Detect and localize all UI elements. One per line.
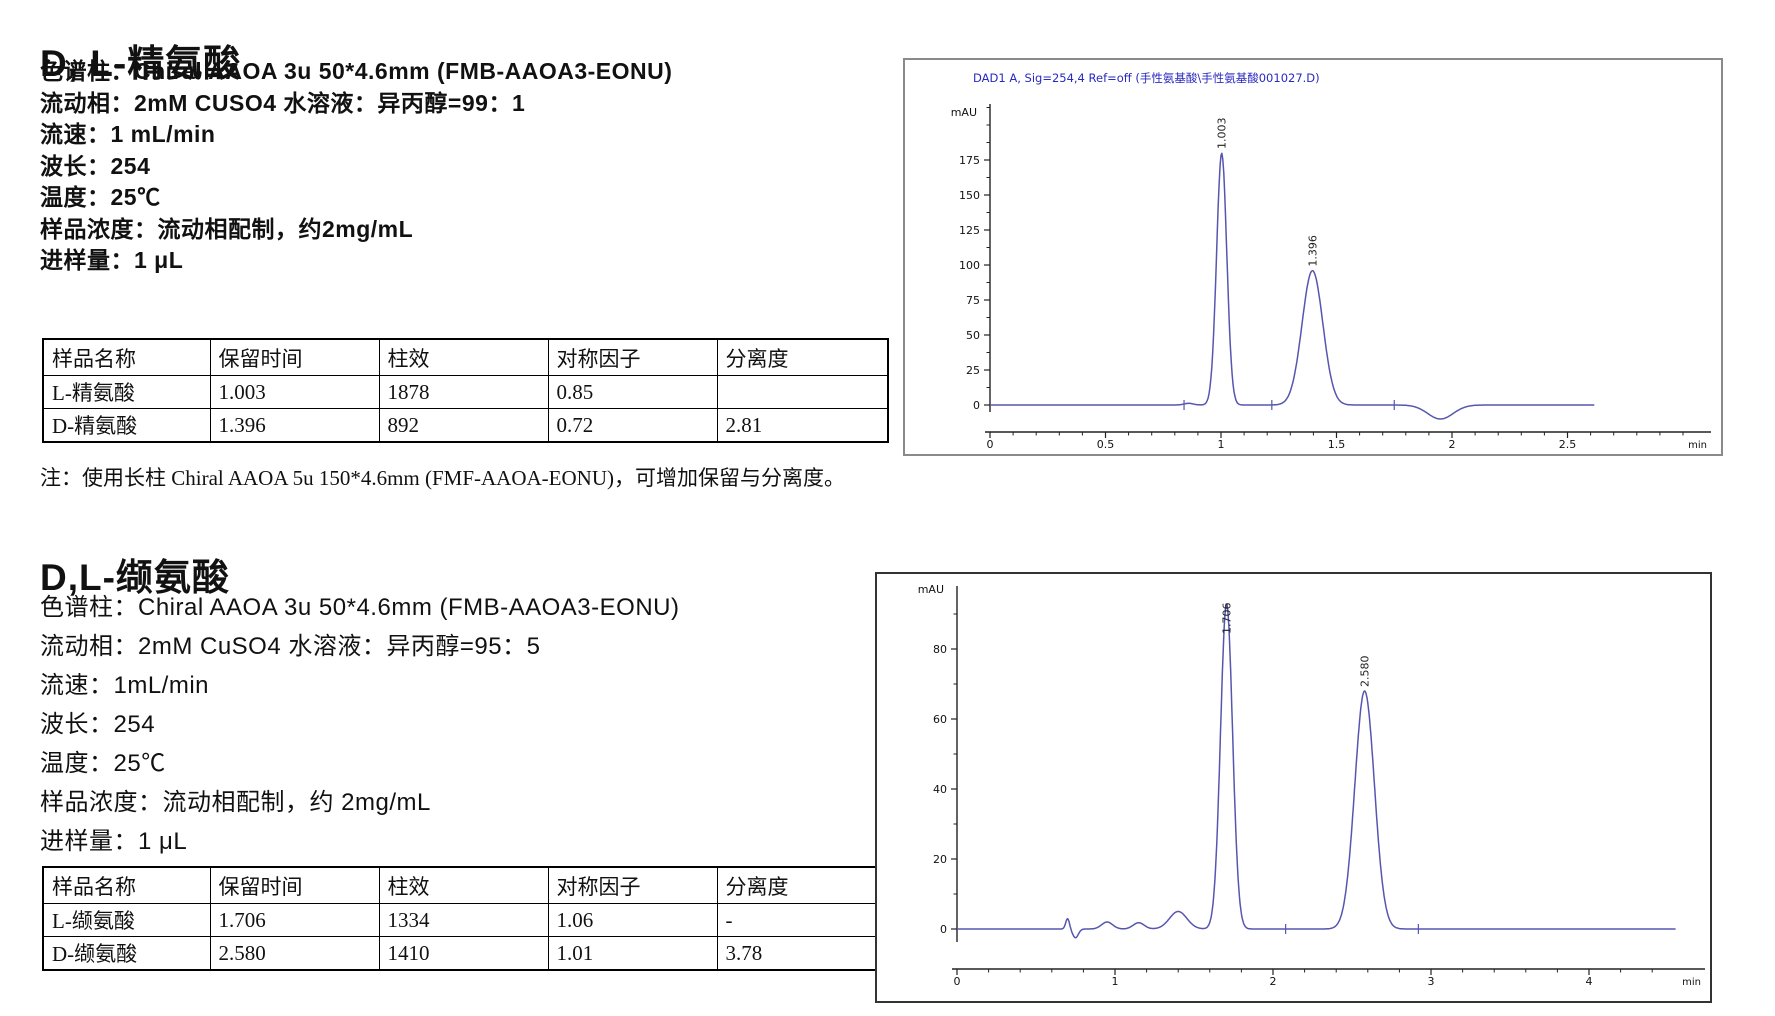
column-header: 保留时间 (209, 866, 380, 904)
table-row: D-缬氨酸 2.580 1410 1.01 3.78 (42, 936, 889, 971)
table-cell: 3.78 (716, 936, 889, 971)
spec-line: 波长：254 (40, 711, 156, 738)
x-tick-label: 0 (987, 438, 994, 451)
table-cell: 1.06 (547, 903, 718, 937)
x-tick-label: 2 (1270, 975, 1277, 988)
y-tick-label: 40 (933, 783, 947, 796)
table-cell: 1878 (378, 375, 549, 409)
y-tick-label: 50 (966, 329, 980, 342)
table-cell: 1.396 (209, 408, 380, 443)
x-tick-label: 1.5 (1328, 438, 1346, 451)
x-tick-label: 2 (1449, 438, 1456, 451)
section-title-arginine: D, L-精氨酸 (40, 42, 242, 84)
table-cell: 2.81 (716, 408, 889, 443)
spec-line: 流速：1 mL/min (40, 121, 216, 147)
table-cell: 1410 (378, 936, 549, 971)
table-cell: 1.003 (209, 375, 380, 409)
table-cell: 892 (378, 408, 549, 443)
column-header: 柱效 (378, 338, 549, 376)
spec-line: 色谱柱：Chiral AAOA 3u 50*4.6mm (FMB-AAOA3-E… (40, 594, 680, 621)
note-long-column: 注：使用长柱 Chiral AAOA 5u 150*4.6mm (FMF-AAO… (40, 466, 845, 490)
column-header: 分离度 (716, 866, 889, 904)
column-header: 对称因子 (547, 866, 718, 904)
table-cell: L-缬氨酸 (42, 903, 211, 937)
y-tick-label: 175 (959, 154, 980, 167)
spec-list-valine: 色谱柱：Chiral AAOA 3u 50*4.6mm (FMB-AAOA3-E… (40, 588, 679, 861)
table-cell: 1334 (378, 903, 549, 937)
x-axis-unit-label: min (1688, 440, 1707, 451)
peak-retention-label: 1.396 (1306, 235, 1319, 267)
column-header: 柱效 (378, 866, 549, 904)
y-tick-label: 75 (966, 294, 980, 307)
peak-retention-label: 2.580 (1359, 656, 1372, 688)
spec-line: 流动相：2mM CuSO4 水溶液：异丙醇=95：5 (40, 633, 541, 660)
chromatogram-trace (956, 603, 1676, 939)
chromatogram-plot: 0 20 40 60 80 mAU 0 1 2 3 4 min 1.706 2.580 (918, 583, 1705, 988)
table-cell (716, 375, 889, 409)
table-row: D-精氨酸 1.396 892 0.72 2.81 (42, 408, 889, 443)
y-tick-label: 25 (966, 364, 980, 377)
y-tick-label: 125 (959, 224, 980, 237)
table-row: L-缬氨酸 1.706 1334 1.06- (42, 903, 889, 937)
spec-line: 波长：254 (40, 152, 151, 179)
table-cell: 0.85 (547, 375, 718, 409)
table-cell: D-精氨酸 (42, 408, 211, 443)
results-table-valine-wrap: 样品名称 保留时间 柱效 对称因子 分离度 L-缬氨酸 1.706 1334 1.06- D-缬氨… (42, 866, 889, 971)
x-tick-label: 0 (954, 975, 961, 988)
results-table-arginine: 样品名称 保留时间 柱效 对称因子 分离度 L-精氨酸 1.003 1878 0.85 D-精氨酸… (42, 338, 889, 443)
y-axis-unit-label: mAU (918, 583, 944, 596)
table-cell: D-缬氨酸 (42, 936, 211, 971)
y-tick-label: 60 (933, 713, 947, 726)
spec-line: 样品浓度：流动相配制，约 2mg/mL (40, 789, 431, 816)
spec-line: 样品浓度：流动相配制，约2mg/mL (40, 215, 414, 242)
column-header: 保留时间 (209, 338, 380, 376)
spec-line: 温度：25℃ (40, 184, 161, 210)
column-header: 样品名称 (42, 338, 211, 376)
y-axis-unit-label: mAU (951, 106, 977, 119)
y-tick-label: 150 (959, 189, 980, 202)
spec-list-arginine: 色谱柱：Chiral AAOA 3u 50*4.6mm (FMB-AAOA3-E… (40, 56, 672, 277)
y-tick-label: 0 (973, 399, 980, 412)
peak-retention-label: 1.706 (1221, 603, 1234, 635)
spec-line: 进样量：1 μL (40, 828, 188, 855)
y-tick-label: 100 (959, 259, 980, 272)
spec-line: 流速：1mL/min (40, 672, 210, 699)
x-tick-label: 1 (1218, 438, 1225, 451)
chromatogram-plot: DAD1 A, Sig=254,4 Ref=off (手性氨基酸\手性氨基酸00… (951, 71, 1711, 451)
y-tick-label: 20 (933, 853, 947, 866)
results-table-valine: 样品名称 保留时间 柱效 对称因子 分离度 L-缬氨酸 1.706 1334 1.06- D-缬氨… (42, 866, 889, 971)
table-cell: 1.01 (547, 936, 718, 971)
table-cell: 1.706 (209, 903, 380, 937)
column-header: 样品名称 (42, 866, 211, 904)
spec-line: 色谱柱：Chiral AAOA 3u 50*4.6mm (FMB-AAOA3-E… (40, 58, 673, 84)
x-tick-label: 0.5 (1097, 438, 1115, 451)
spec-line: 温度：25℃ (40, 750, 166, 777)
x-tick-label: 4 (1586, 975, 1593, 988)
section-title-valine: D,L-缬氨酸 (40, 556, 230, 598)
chromatogram-valine: 0 20 40 60 80 mAU 0 1 2 3 4 min 1.706 2.580 (875, 572, 1712, 1003)
x-axis-unit-label: min (1682, 977, 1701, 988)
table-cell: 0.72 (547, 408, 718, 443)
x-tick-label: 2.5 (1559, 438, 1577, 451)
results-table-arginine-wrap: 样品名称 保留时间 柱效 对称因子 分离度 L-精氨酸 1.003 1878 0.85 D-精氨酸… (42, 338, 889, 443)
table-cell: L-精氨酸 (42, 375, 211, 409)
y-tick-label: 80 (933, 643, 947, 656)
table-cell: - (716, 903, 889, 937)
chromatogram-trace (990, 152, 1595, 420)
spec-line: 进样量：1 μL (40, 247, 184, 273)
table-row: L-精氨酸 1.003 1878 0.85 (42, 375, 889, 409)
x-tick-label: 1 (1112, 975, 1119, 988)
x-tick-label: 3 (1428, 975, 1435, 988)
chromatogram-arginine: DAD1 A, Sig=254,4 Ref=off (手性氨基酸\手性氨基酸00… (903, 58, 1723, 456)
column-header: 对称因子 (547, 338, 718, 376)
chart-title: DAD1 A, Sig=254,4 Ref=off (手性氨基酸\手性氨基酸00… (973, 71, 1320, 85)
column-header: 分离度 (716, 338, 889, 376)
table-header-row: 样品名称 保留时间 柱效 对称因子 分离度 (42, 338, 889, 376)
table-header-row: 样品名称 保留时间 柱效 对称因子 分离度 (42, 866, 889, 904)
table-cell: 2.580 (209, 936, 380, 971)
spec-line: 流动相：2mM CUSO4 水溶液：异丙醇=99：1 (40, 89, 526, 116)
peak-retention-label: 1.003 (1216, 118, 1229, 150)
y-tick-label: 0 (940, 923, 947, 936)
